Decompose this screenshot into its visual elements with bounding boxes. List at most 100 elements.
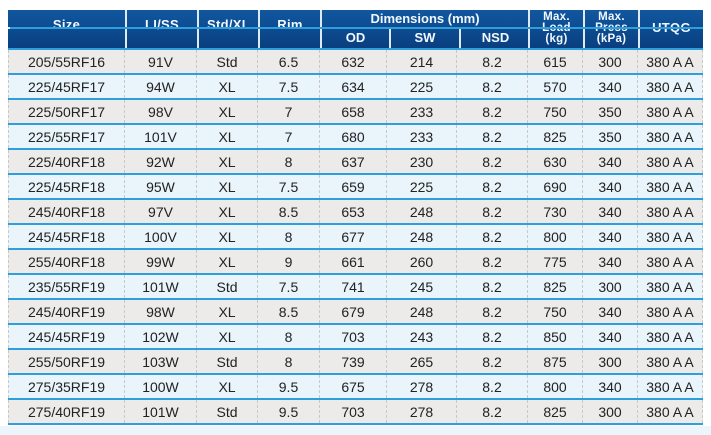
cell-size: 275/35RF19 (8, 375, 125, 398)
cell-max-load: 875 (528, 350, 583, 373)
cell-size: 225/55RF17 (8, 125, 125, 148)
cell-li-ss: 94W (125, 75, 197, 98)
cell-size: 225/50RF17 (8, 100, 125, 123)
header-nsd: NSD (459, 27, 530, 48)
cell-sw: 243 (387, 325, 457, 348)
cell-nsd: 8.2 (457, 125, 528, 148)
cell-max-load: 630 (528, 150, 583, 173)
table-row: 225/40RF18 92W XL 8 637 230 8.2 630 340 … (8, 150, 703, 175)
cell-max-load: 800 (528, 225, 583, 248)
cell-od: 739 (320, 350, 387, 373)
table-row: 275/40RF19 101W Std 9.5 703 278 8.2 825 … (8, 400, 703, 425)
cell-od: 675 (320, 375, 387, 398)
header-dimensions-group: Dimensions (mm) OD SW NSD (320, 10, 528, 48)
cell-std-xl: Std (197, 50, 258, 73)
cell-std-xl: Std (197, 275, 258, 298)
cell-utqg: 380 A A (638, 200, 703, 223)
cell-sw: 248 (387, 225, 457, 248)
cell-size: 245/40RF19 (8, 300, 125, 323)
cell-li-ss: 102W (125, 325, 197, 348)
cell-od: 637 (320, 150, 387, 173)
table-row: 245/45RF19 102W XL 8 703 243 8.2 850 340… (8, 325, 703, 350)
cell-utqg: 380 A A (638, 300, 703, 323)
cell-nsd: 8.2 (457, 350, 528, 373)
cell-rim: 9.5 (258, 375, 320, 398)
cell-nsd: 8.2 (457, 50, 528, 73)
cell-size: 245/45RF19 (8, 325, 125, 348)
cell-rim: 9.5 (258, 400, 320, 423)
cell-max-press: 340 (583, 225, 638, 248)
table-row: 235/55RF19 101W Std 7.5 741 245 8.2 825 … (8, 275, 703, 300)
table-row: 255/50RF19 103W Std 8 739 265 8.2 875 30… (8, 350, 703, 375)
cell-max-load: 690 (528, 175, 583, 198)
cell-sw: 230 (387, 150, 457, 173)
cell-rim: 9 (258, 250, 320, 273)
bottom-margin-strip (0, 426, 711, 435)
cell-size: 255/50RF19 (8, 350, 125, 373)
cell-size: 255/40RF18 (8, 250, 125, 273)
header-li-ss: LI/SS (125, 10, 197, 48)
cell-std-xl: XL (197, 250, 258, 273)
cell-size: 275/40RF19 (8, 400, 125, 423)
cell-rim: 8 (258, 225, 320, 248)
table-body: 205/55RF16 91V Std 6.5 632 214 8.2 615 3… (8, 50, 703, 425)
cell-li-ss: 92W (125, 150, 197, 173)
cell-max-press: 340 (583, 325, 638, 348)
cell-nsd: 8.2 (457, 175, 528, 198)
cell-std-xl: XL (197, 125, 258, 148)
cell-max-load: 825 (528, 275, 583, 298)
cell-max-load: 800 (528, 375, 583, 398)
cell-utqg: 380 A A (638, 375, 703, 398)
cell-utqg: 380 A A (638, 275, 703, 298)
cell-sw: 225 (387, 175, 457, 198)
cell-max-load: 750 (528, 100, 583, 123)
cell-od: 661 (320, 250, 387, 273)
cell-nsd: 8.2 (457, 325, 528, 348)
cell-sw: 248 (387, 200, 457, 223)
cell-rim: 6.5 (258, 50, 320, 73)
cell-max-load: 850 (528, 325, 583, 348)
cell-max-press: 340 (583, 175, 638, 198)
cell-li-ss: 101V (125, 125, 197, 148)
cell-max-load: 825 (528, 125, 583, 148)
cell-std-xl: XL (197, 150, 258, 173)
cell-od: 703 (320, 325, 387, 348)
cell-size: 225/45RF17 (8, 75, 125, 98)
header-rim: Rim (258, 10, 320, 48)
cell-size: 245/40RF18 (8, 200, 125, 223)
cell-rim: 7.5 (258, 75, 320, 98)
cell-rim: 8 (258, 150, 320, 173)
tire-spec-table: Size LI/SS Std/XL Rim Dimensions (mm) OD… (8, 10, 703, 425)
cell-max-press: 340 (583, 75, 638, 98)
cell-std-xl: Std (197, 350, 258, 373)
cell-li-ss: 91V (125, 50, 197, 73)
cell-sw: 248 (387, 300, 457, 323)
cell-utqg: 380 A A (638, 125, 703, 148)
cell-sw: 278 (387, 400, 457, 423)
table-row: 225/50RF17 98V XL 7 658 233 8.2 750 350 … (8, 100, 703, 125)
cell-li-ss: 101W (125, 275, 197, 298)
cell-size: 225/40RF18 (8, 150, 125, 173)
cell-max-load: 730 (528, 200, 583, 223)
cell-max-load: 615 (528, 50, 583, 73)
cell-od: 703 (320, 400, 387, 423)
cell-li-ss: 98V (125, 100, 197, 123)
cell-nsd: 8.2 (457, 150, 528, 173)
cell-std-xl: XL (197, 300, 258, 323)
cell-od: 634 (320, 75, 387, 98)
cell-li-ss: 97V (125, 200, 197, 223)
cell-nsd: 8.2 (457, 275, 528, 298)
cell-rim: 8 (258, 350, 320, 373)
cell-sw: 225 (387, 75, 457, 98)
cell-od: 658 (320, 100, 387, 123)
cell-utqg: 380 A A (638, 325, 703, 348)
table-row: 225/55RF17 101V XL 7 680 233 8.2 825 350… (8, 125, 703, 150)
cell-rim: 8.5 (258, 300, 320, 323)
cell-std-xl: XL (197, 100, 258, 123)
cell-li-ss: 99W (125, 250, 197, 273)
cell-nsd: 8.2 (457, 200, 528, 223)
table-header-row: Size LI/SS Std/XL Rim Dimensions (mm) OD… (8, 10, 703, 50)
cell-li-ss: 100W (125, 375, 197, 398)
cell-sw: 260 (387, 250, 457, 273)
header-od: OD (345, 30, 366, 45)
